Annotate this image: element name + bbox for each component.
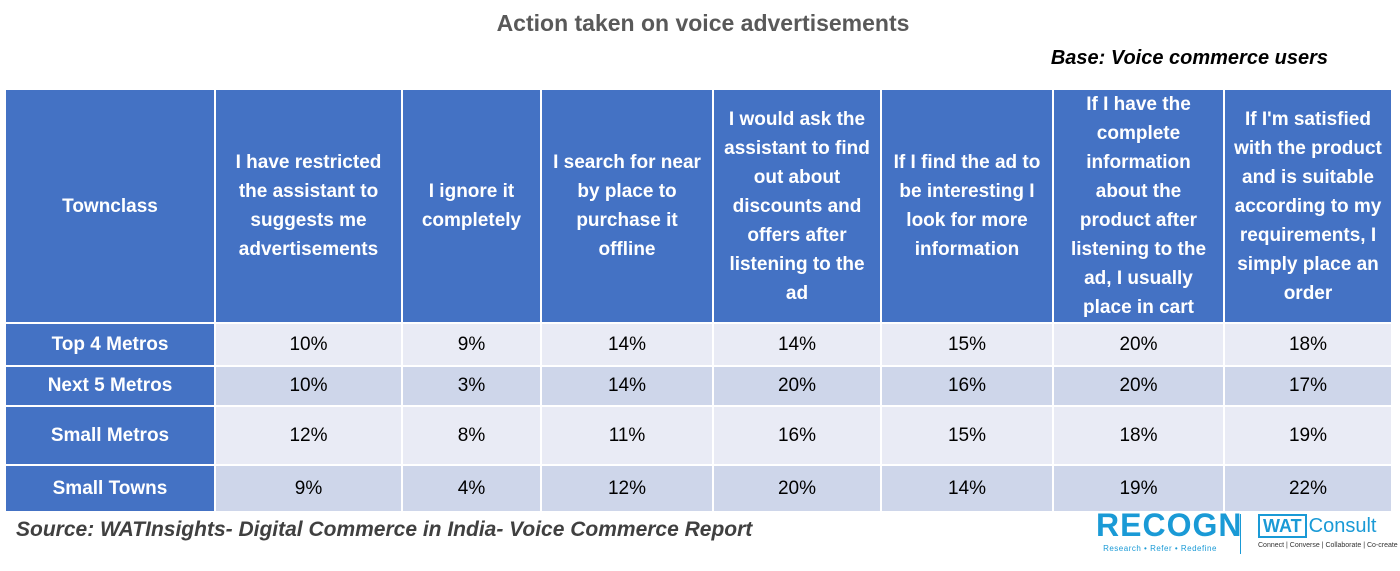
column-header-townclass: Townclass (4, 88, 216, 324)
header-row: Townclass I have restricted the assistan… (4, 88, 1393, 324)
row-header: Top 4 Metros (4, 322, 216, 367)
table-cell: 15% (880, 322, 1054, 367)
watconsult-tagline: Connect | Converse | Collaborate | Co-cr… (1258, 542, 1398, 549)
table-cell: 20% (712, 464, 882, 513)
table-cell: 14% (540, 322, 714, 367)
table-cell: 18% (1223, 322, 1393, 367)
table-row: Small Metros 12% 8% 11% 16% 15% 18% 19% (4, 405, 1393, 466)
table-cell: 9% (401, 322, 542, 367)
source-note: Source: WATInsights- Digital Commerce in… (16, 518, 753, 541)
table-cell: 12% (540, 464, 714, 513)
table-cell: 16% (880, 365, 1054, 407)
table-cell: 20% (712, 365, 882, 407)
column-header: I have restricted the assistant to sugge… (214, 88, 403, 324)
table-row: Next 5 Metros 10% 3% 14% 20% 16% 20% 17% (4, 365, 1393, 407)
table-row: Small Towns 9% 4% 12% 20% 14% 19% 22% (4, 464, 1393, 513)
row-header: Small Towns (4, 464, 216, 513)
table-cell: 11% (540, 405, 714, 466)
table-cell: 22% (1223, 464, 1393, 513)
table-cell: 10% (214, 322, 403, 367)
table-cell: 14% (540, 365, 714, 407)
table-cell: 9% (214, 464, 403, 513)
table-cell: 15% (880, 405, 1054, 466)
column-header: If I have the complete information about… (1052, 88, 1225, 324)
table-cell: 20% (1052, 365, 1225, 407)
column-header: I ignore it completely (401, 88, 542, 324)
table-cell: 19% (1052, 464, 1225, 513)
watconsult-logo: WAT Consult Connect | Converse | Collabo… (1258, 514, 1398, 549)
column-header: I would ask the assistant to find out ab… (712, 88, 882, 324)
base-note: Base: Voice commerce users (1050, 47, 1328, 69)
row-header: Small Metros (4, 405, 216, 466)
data-table: Townclass I have restricted the assistan… (4, 88, 1393, 513)
table-cell: 16% (712, 405, 882, 466)
consult-logo-text: Consult (1308, 514, 1377, 537)
table-cell: 14% (880, 464, 1054, 513)
table-cell: 18% (1052, 405, 1225, 466)
table-row: Top 4 Metros 10% 9% 14% 14% 15% 20% 18% (4, 322, 1393, 367)
chart-title: Action taken on voice advertisements (496, 10, 910, 36)
recogn-tagline: Research • Refer • Redefine (1103, 544, 1217, 553)
table-cell: 8% (401, 405, 542, 466)
column-header: I search for near by place to purchase i… (540, 88, 714, 324)
table-cell: 19% (1223, 405, 1393, 466)
table-cell: 12% (214, 405, 403, 466)
column-header: If I find the ad to be interesting I loo… (880, 88, 1054, 324)
table-cell: 4% (401, 464, 542, 513)
table-cell: 14% (712, 322, 882, 367)
table-cell: 10% (214, 365, 403, 407)
logo-divider (1240, 514, 1241, 554)
recogn-logo-text: RECOGN (1096, 507, 1243, 543)
table-cell: 20% (1052, 322, 1225, 367)
row-header: Next 5 Metros (4, 365, 216, 407)
table-cell: 17% (1223, 365, 1393, 407)
recogn-logo: RECOGN Research • Refer • Redefine (1096, 507, 1243, 553)
column-header: If I'm satisfied with the product and is… (1223, 88, 1393, 324)
wat-logo-mark: WAT (1258, 514, 1307, 538)
table-cell: 3% (401, 365, 542, 407)
